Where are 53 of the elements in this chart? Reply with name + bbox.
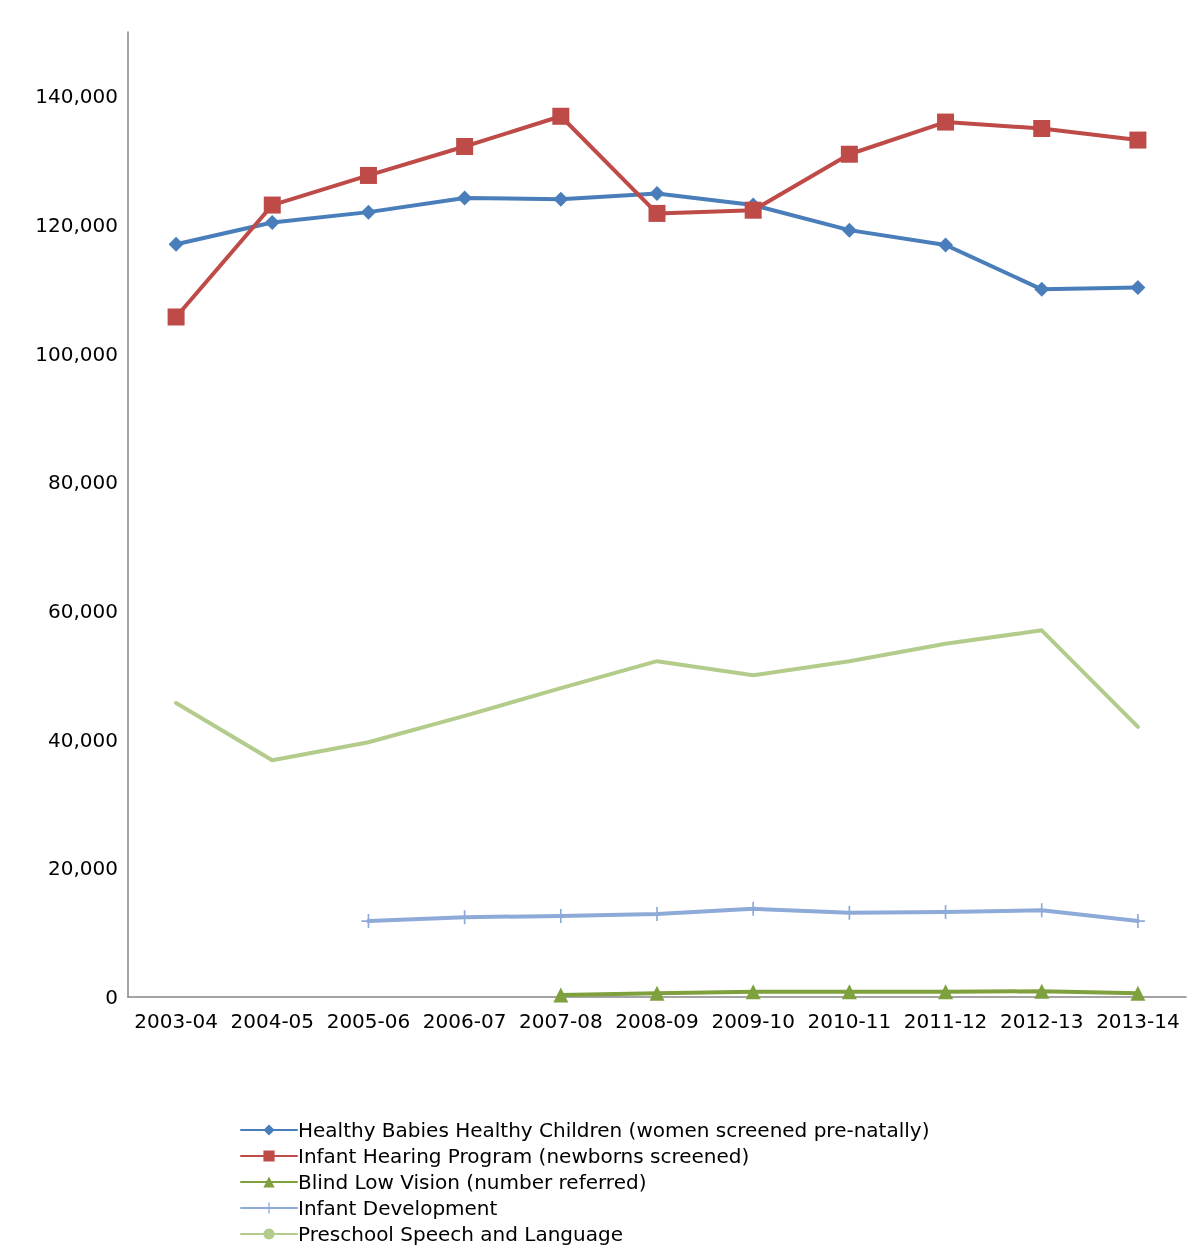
point	[1033, 120, 1051, 137]
point	[745, 984, 761, 1000]
x-tick-label: 2011-12	[903, 1009, 988, 1033]
y-tick-label: 20,000	[48, 856, 118, 881]
point	[1034, 281, 1050, 297]
legend-label: Infant Development	[298, 1196, 498, 1220]
x-tick-label: 2010-11	[807, 1009, 892, 1033]
legend-label: Blind Low Vision (number referred)	[298, 1170, 647, 1194]
point	[1034, 983, 1050, 999]
x-tick-label: 2009-10	[711, 1009, 795, 1033]
point	[263, 196, 281, 214]
y-tick-label: 60,000	[48, 599, 118, 623]
point	[553, 987, 569, 1003]
point	[457, 190, 473, 206]
point	[359, 166, 377, 184]
point	[938, 237, 954, 253]
point	[1130, 279, 1146, 295]
point	[456, 138, 474, 156]
point	[937, 113, 955, 131]
point	[841, 984, 857, 1000]
y-tick-label: 140,000	[35, 84, 118, 109]
x-tick-label: 2005-06	[326, 1009, 411, 1033]
point	[744, 201, 762, 219]
y-tick-label: 120,000	[35, 213, 118, 237]
line-series	[174, 628, 1140, 763]
point	[648, 204, 666, 222]
point	[264, 214, 280, 230]
point	[168, 236, 184, 252]
y-tick-label: 80,000	[48, 470, 118, 495]
point	[649, 185, 665, 201]
x-tick-label: 2006-07	[422, 1009, 507, 1033]
point	[552, 107, 570, 125]
x-tick-label: 2012-13	[999, 1009, 1084, 1033]
x-tick-label: 2003-04	[134, 1009, 218, 1033]
point	[360, 204, 376, 220]
legend-label: Preschool Speech and Language	[298, 1222, 623, 1246]
x-tick-label: 2007-08	[519, 1009, 603, 1033]
legend-label: Healthy Babies Healthy Children (women screened pre-natally)	[298, 1118, 930, 1142]
point	[938, 984, 954, 1000]
point	[841, 222, 857, 238]
y-tick-label: 100,000	[35, 341, 118, 366]
legend-label: Infant Hearing Program (newborns screened)	[298, 1144, 750, 1168]
point	[649, 985, 665, 1001]
point	[1129, 131, 1147, 149]
x-tick-label: 2008-09	[615, 1009, 699, 1033]
point	[840, 145, 858, 163]
x-tick-label: 2004-05	[230, 1009, 315, 1033]
point	[553, 191, 569, 207]
x-tick-label: 2013-14	[1096, 1009, 1180, 1033]
point	[167, 308, 185, 326]
point	[1130, 985, 1146, 1001]
y-tick-label: 0	[105, 985, 118, 1009]
y-tick-label: 40,000	[48, 727, 118, 752]
